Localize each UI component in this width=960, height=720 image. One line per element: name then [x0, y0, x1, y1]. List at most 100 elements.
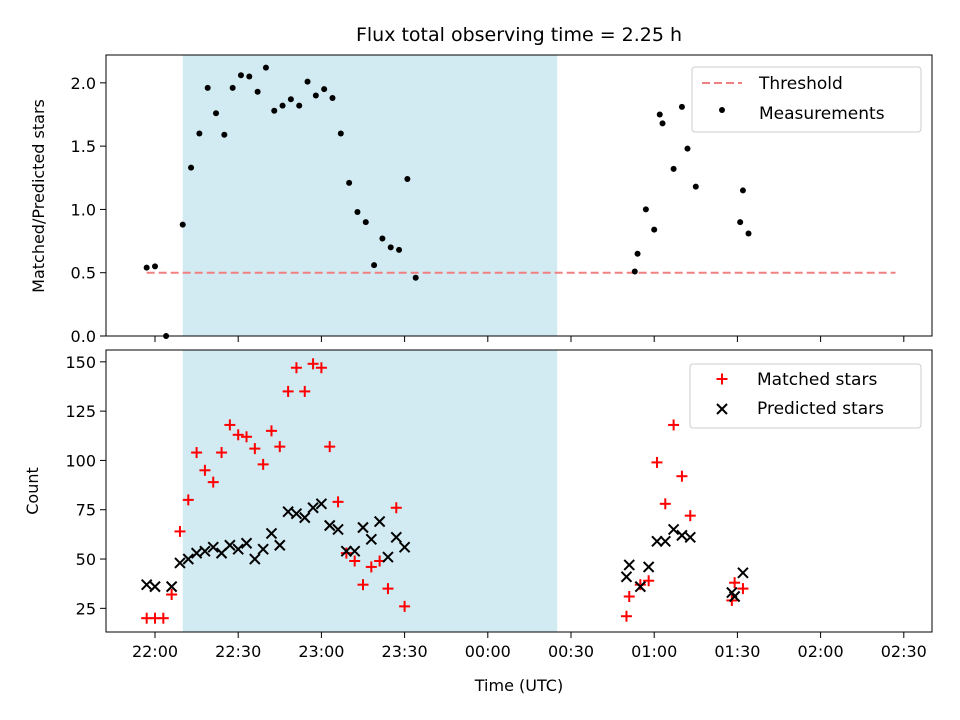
x-tick-label: 23:30 — [382, 642, 428, 661]
matched-star-point — [191, 447, 203, 459]
bottom-y-tick-label: 75 — [76, 501, 96, 520]
measurement-point — [179, 221, 186, 228]
predicted-star-point — [651, 535, 663, 547]
matched-star-point — [332, 496, 344, 508]
predicted-star-point — [240, 537, 253, 549]
top-y-axis-label: Matched/Predicted stars — [29, 99, 48, 293]
legend-predicted-label: Predicted stars — [757, 399, 884, 419]
measurement-point — [143, 264, 150, 271]
matched-star-point — [737, 583, 749, 595]
predicted-star-point — [207, 541, 219, 553]
x-tick-label: 01:00 — [631, 642, 677, 661]
predicted-star-point — [365, 533, 378, 546]
matched-star-point — [199, 464, 211, 476]
predicted-star-point — [728, 590, 741, 603]
matched-star-point — [174, 525, 186, 537]
bottom-y-axis-label: Count — [23, 467, 42, 515]
predicted-star-point — [348, 545, 361, 557]
matched-star-point — [684, 510, 696, 522]
matched-star-point — [643, 575, 655, 587]
predicted-star-point — [315, 498, 328, 510]
matched-star-point — [668, 419, 680, 431]
measurement-point — [221, 131, 228, 138]
matched-star-point — [349, 555, 361, 567]
top-y-tick-label: 1.5 — [71, 137, 96, 156]
measurement-point — [204, 84, 211, 91]
measurement-point — [739, 187, 746, 194]
matched-star-point — [257, 458, 269, 470]
matched-star-point — [157, 612, 169, 624]
measurement-point — [312, 92, 319, 99]
matched-star-point — [324, 441, 336, 453]
matched-star-point — [249, 443, 261, 455]
measurement-point — [371, 262, 378, 269]
bottom-legend-box — [689, 363, 922, 429]
bottom-y-tick-label: 25 — [76, 599, 96, 618]
chart-title: Flux total observing time = 2.25 h — [356, 24, 682, 46]
legend-matched-swatch — [716, 373, 728, 385]
matched-star-point — [399, 600, 411, 612]
measurement-point — [404, 176, 411, 183]
measurement-point — [379, 235, 386, 242]
measurement-point — [642, 206, 649, 213]
predicted-star-point — [174, 557, 186, 569]
predicted-star-point — [265, 527, 278, 540]
legend-measurements-label: Measurements — [759, 104, 885, 124]
predicted-star-point — [307, 502, 319, 514]
measurement-point — [262, 64, 269, 71]
legend-threshold-label: Threshold — [758, 74, 843, 94]
matched-star-point — [623, 591, 635, 603]
matched-star-point — [676, 470, 688, 482]
matched-star-point — [390, 502, 402, 514]
measurement-point — [287, 96, 294, 103]
predicted-star-point — [620, 571, 633, 583]
legend-predicted-marker — [716, 403, 728, 415]
x-tick-label: 01:30 — [714, 642, 760, 661]
matched-star-point — [274, 441, 286, 453]
matched-star-point — [290, 362, 302, 374]
matched-star-point — [232, 429, 244, 441]
measurement-point — [737, 219, 744, 226]
matched-star-point — [729, 577, 741, 589]
predicted-star-point — [382, 551, 394, 563]
measurement-point — [329, 95, 336, 102]
legend-matched-label: Matched stars — [757, 370, 877, 390]
measurement-point — [354, 208, 361, 215]
measurement-point — [412, 274, 419, 281]
bottom-observing-span — [182, 350, 558, 632]
top-legend-box — [691, 66, 922, 133]
measurement-point — [321, 86, 328, 93]
predicted-star-point — [249, 553, 261, 565]
measurement-point — [246, 73, 253, 80]
predicted-star-point — [357, 521, 369, 534]
matched-star-point — [357, 579, 369, 591]
measurement-point — [362, 219, 369, 226]
predicted-star-point — [390, 531, 402, 544]
predicted-star-point — [299, 511, 311, 524]
predicted-star-point — [190, 547, 203, 559]
measurement-point — [271, 107, 278, 114]
legend-predicted-swatch — [716, 403, 728, 415]
predicted-star-point — [737, 567, 749, 579]
predicted-star-point — [667, 523, 680, 536]
top-legend: Threshold Measurements — [691, 66, 922, 133]
x-tick-label: 23:00 — [298, 642, 344, 661]
measurement-point — [237, 72, 244, 79]
predicted-star-point — [282, 505, 294, 518]
top-observing-span — [182, 55, 558, 336]
matched-star-point — [365, 561, 377, 573]
matched-star-point — [620, 610, 632, 622]
predicted-star-point — [684, 531, 696, 544]
predicted-star-point — [659, 535, 672, 547]
measurement-point — [196, 130, 203, 137]
top-y-tick-label: 0.5 — [71, 264, 96, 283]
predicted-star-point — [274, 539, 286, 551]
measurement-point — [745, 230, 752, 237]
measurement-point — [656, 111, 663, 118]
predicted-star-point — [398, 541, 411, 553]
predicted-star-point — [634, 580, 647, 593]
top-y-tick-label: 2.0 — [71, 74, 96, 93]
measurement-point — [659, 120, 666, 127]
predicted-star-point — [165, 580, 178, 593]
